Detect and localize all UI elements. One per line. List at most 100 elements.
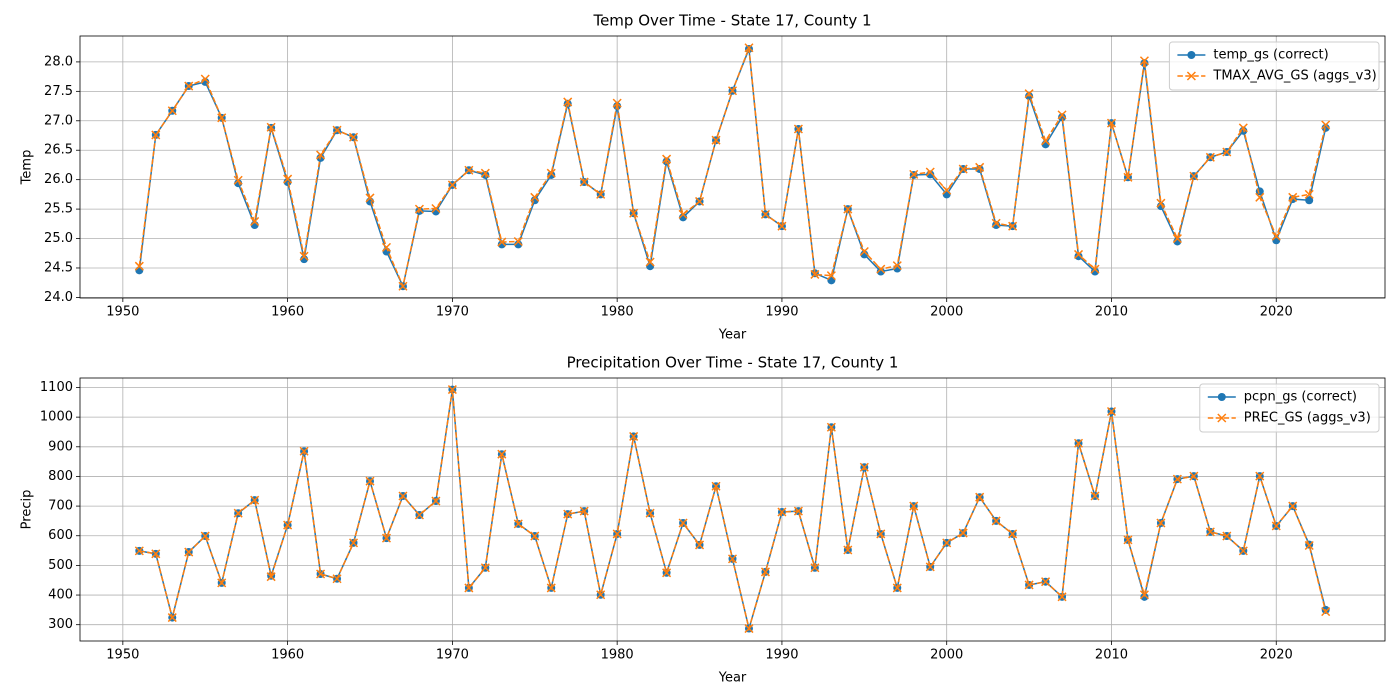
marker	[266, 122, 276, 132]
legend-label: temp_gs (correct)	[1213, 48, 1328, 63]
marker	[1008, 221, 1018, 231]
marker	[1172, 474, 1182, 484]
marker	[1139, 590, 1149, 600]
marker	[645, 257, 655, 267]
x-tick-label: 1980	[601, 648, 634, 663]
marker	[678, 518, 688, 528]
marker	[1205, 527, 1215, 537]
marker	[381, 533, 392, 543]
legend-label: TMAX_AVG_GS (aggs_v3)	[1212, 69, 1376, 84]
marker	[1271, 231, 1281, 241]
marker	[1041, 136, 1051, 146]
y-axis-label: Precip	[20, 490, 35, 530]
marker	[332, 125, 342, 135]
marker	[563, 97, 573, 107]
marker	[431, 203, 441, 214]
marker	[975, 492, 985, 502]
marker	[464, 583, 474, 593]
y-tick-label: 700	[48, 499, 73, 514]
legend-box	[1199, 383, 1380, 433]
y-tick-label: 27.5	[44, 84, 73, 99]
marker	[1304, 540, 1314, 551]
marker	[1305, 196, 1314, 205]
marker	[744, 624, 754, 634]
marker	[596, 590, 606, 600]
y-axis-label: Temp	[20, 150, 35, 186]
marker	[793, 506, 803, 516]
series-layer	[134, 43, 1331, 291]
marker	[497, 237, 507, 247]
marker	[1156, 518, 1166, 528]
x-tick-label: 2000	[930, 305, 963, 320]
marker	[431, 496, 441, 506]
marker	[134, 261, 144, 271]
marker	[810, 269, 820, 279]
marker	[217, 113, 227, 123]
series-line	[139, 389, 1327, 632]
marker	[843, 545, 853, 555]
marker	[134, 546, 144, 556]
marker	[497, 449, 507, 459]
marker	[316, 150, 326, 160]
x-tick-label: 1990	[765, 305, 798, 320]
legend-marker	[1217, 393, 1226, 401]
y-tick-label: 26.5	[44, 143, 73, 158]
y-tick-label: 500	[48, 558, 73, 573]
y-tick-label: 800	[48, 469, 73, 484]
marker	[1222, 531, 1232, 541]
marker	[283, 174, 293, 184]
marker	[810, 563, 820, 573]
subplot: 1950 1960 1970 1980 1990 2000 2010 2020 300 400 50…	[20, 354, 1386, 686]
y-tick-label: 300	[48, 617, 73, 632]
x-tick-label: 2020	[1260, 648, 1293, 663]
marker	[447, 180, 457, 190]
marker	[1058, 113, 1067, 122]
y-tick-label: 25.0	[44, 231, 73, 246]
y-tick-label: 600	[48, 528, 73, 543]
marker	[1189, 171, 1199, 181]
marker	[876, 267, 885, 276]
marker	[530, 531, 540, 541]
marker	[1090, 264, 1100, 274]
marker	[513, 236, 523, 247]
plot-frame	[79, 35, 1386, 299]
legend-marker	[1186, 71, 1196, 81]
marker	[711, 481, 721, 491]
chart-title: Precipitation Over Time - State 17, Coun…	[567, 354, 899, 372]
marker	[546, 583, 556, 593]
legend-label: pcpn_gs (correct)	[1244, 390, 1357, 405]
marker	[876, 529, 886, 539]
marker	[200, 531, 210, 541]
marker	[777, 507, 787, 517]
marker	[381, 242, 392, 252]
marker	[1156, 198, 1166, 208]
marker	[958, 528, 968, 538]
x-tick-label: 1950	[106, 305, 139, 320]
x-tick-label: 1970	[436, 648, 469, 663]
marker	[909, 169, 919, 179]
marker	[859, 246, 869, 257]
marker	[1205, 152, 1215, 162]
marker	[1091, 267, 1099, 276]
series-line	[139, 389, 1327, 632]
marker	[662, 568, 672, 578]
marker	[958, 164, 968, 174]
legend-marker	[1217, 413, 1227, 423]
marker	[184, 547, 194, 557]
marker	[695, 196, 705, 206]
marker	[1321, 120, 1331, 130]
marker	[925, 167, 935, 177]
marker	[398, 491, 408, 501]
marker	[1024, 580, 1034, 590]
marker	[727, 554, 738, 564]
marker	[250, 495, 260, 505]
marker	[942, 185, 952, 195]
marker	[217, 578, 227, 588]
subplot: 1950 1960 1970 1980 1990 2000 2010 2020 24.0 24.5…	[20, 12, 1386, 343]
marker	[744, 43, 754, 53]
marker	[991, 516, 1001, 526]
marker	[250, 216, 260, 226]
series-line	[138, 48, 1327, 289]
x-tick-label: 1960	[271, 648, 304, 663]
